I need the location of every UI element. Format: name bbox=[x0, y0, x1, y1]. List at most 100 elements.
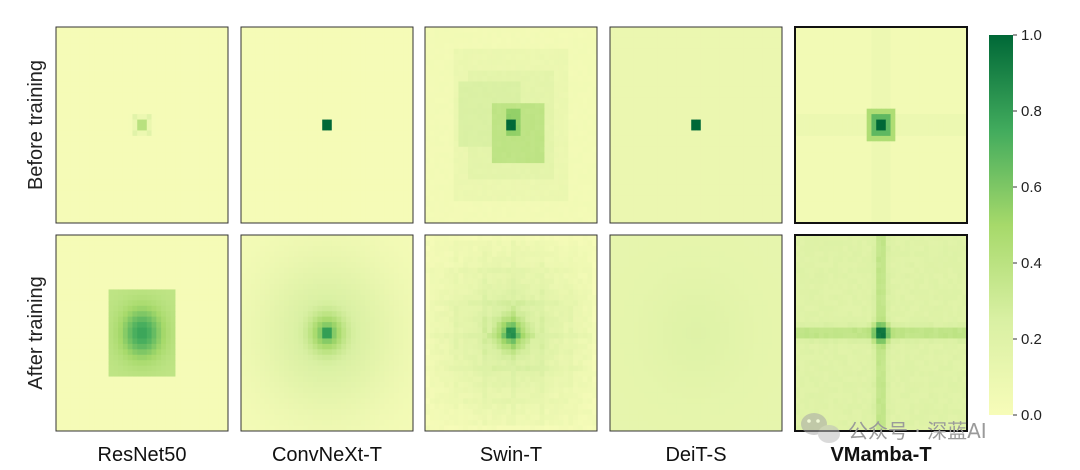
heatmap-cell bbox=[525, 32, 531, 39]
heatmap-cell bbox=[213, 37, 219, 44]
heatmap-cell bbox=[403, 179, 409, 186]
heatmap-cell bbox=[458, 130, 464, 137]
heatmap-cell bbox=[633, 146, 640, 153]
heatmap-cell bbox=[327, 206, 333, 213]
heatmap-cell bbox=[327, 179, 333, 186]
heatmap-cell bbox=[715, 70, 721, 77]
heatmap-cell bbox=[619, 157, 625, 164]
heatmap-cell bbox=[350, 152, 357, 159]
heatmap-cell bbox=[288, 37, 294, 44]
heatmap-cell bbox=[89, 195, 95, 202]
heatmap-cell bbox=[223, 201, 229, 208]
heatmap-cell bbox=[577, 163, 584, 169]
heatmap-cell bbox=[511, 179, 517, 186]
heatmap-cell bbox=[558, 217, 564, 224]
heatmap-cell bbox=[70, 114, 76, 120]
heatmap-cell bbox=[434, 48, 440, 55]
heatmap-cell bbox=[676, 184, 683, 191]
heatmap-cell bbox=[719, 119, 726, 126]
heatmap-cell bbox=[279, 119, 285, 126]
heatmap-cell bbox=[218, 27, 224, 33]
heatmap-cell bbox=[180, 97, 186, 104]
heatmap-cell bbox=[142, 37, 148, 44]
heatmap-cell bbox=[260, 130, 266, 137]
heatmap-cell bbox=[279, 97, 285, 104]
heatmap-cell bbox=[506, 81, 512, 88]
heatmap-cell bbox=[629, 190, 635, 197]
heatmap-cell bbox=[151, 212, 157, 218]
heatmap-cell bbox=[398, 135, 404, 142]
heatmap-cell bbox=[99, 32, 105, 39]
heatmap-cell bbox=[563, 65, 569, 71]
heatmap-cell bbox=[56, 65, 62, 71]
heatmap-cell bbox=[638, 76, 644, 82]
heatmap-cell bbox=[463, 103, 469, 110]
heatmap-cell bbox=[255, 130, 261, 137]
heatmap-cell bbox=[360, 201, 366, 208]
heatmap-cell bbox=[408, 114, 414, 120]
heatmap-cell bbox=[491, 119, 498, 126]
heatmap-cell bbox=[667, 130, 673, 137]
heatmap-cell bbox=[614, 190, 620, 197]
heatmap-cell bbox=[70, 65, 76, 71]
heatmap-cell bbox=[350, 59, 357, 66]
heatmap-cell bbox=[279, 190, 285, 197]
heatmap-cell bbox=[350, 212, 357, 218]
heatmap-cell bbox=[710, 108, 716, 115]
heatmap-cell bbox=[429, 81, 435, 88]
heatmap-cell bbox=[137, 184, 143, 191]
heatmap-cell bbox=[346, 65, 352, 71]
heatmap-cell bbox=[520, 119, 526, 126]
heatmap-cell bbox=[199, 32, 205, 39]
heatmap-cell bbox=[657, 92, 663, 99]
heatmap-cell bbox=[379, 135, 385, 142]
heatmap-cell bbox=[534, 81, 541, 88]
heatmap-cell bbox=[643, 43, 649, 50]
heatmap-cell bbox=[165, 174, 172, 180]
heatmap-cell bbox=[662, 152, 668, 159]
heatmap-cell bbox=[317, 195, 323, 202]
heatmap-cell bbox=[619, 119, 625, 126]
heatmap-cell bbox=[264, 119, 271, 126]
heatmap-cell bbox=[743, 125, 749, 131]
heatmap-cell bbox=[762, 119, 769, 126]
heatmap-cell bbox=[303, 86, 309, 93]
heatmap-cell bbox=[213, 174, 219, 180]
heatmap-cell bbox=[365, 174, 371, 180]
heatmap-cell bbox=[365, 65, 371, 71]
heatmap-cell bbox=[151, 174, 157, 180]
heatmap-cell bbox=[350, 114, 357, 120]
heatmap-cell bbox=[379, 141, 385, 148]
heatmap-cell bbox=[75, 76, 81, 82]
heatmap-cell bbox=[582, 190, 588, 197]
heatmap-cell bbox=[303, 54, 309, 61]
heatmap-cell bbox=[482, 114, 488, 120]
heatmap-cell bbox=[165, 43, 172, 50]
heatmap-cell bbox=[189, 92, 195, 99]
heatmap-cell bbox=[370, 32, 376, 39]
heatmap-cell bbox=[341, 81, 347, 88]
heatmap-cell bbox=[653, 119, 659, 126]
heatmap-cell bbox=[681, 114, 687, 120]
heatmap-cell bbox=[710, 184, 716, 191]
heatmap-cell bbox=[691, 130, 697, 137]
heatmap-cell bbox=[122, 130, 129, 137]
heatmap-cell bbox=[322, 212, 328, 218]
heatmap-cell bbox=[255, 157, 261, 164]
heatmap-cell bbox=[75, 125, 81, 131]
heatmap-cell bbox=[199, 168, 205, 175]
heatmap-cell bbox=[379, 27, 385, 33]
heatmap-cell bbox=[539, 157, 545, 164]
heatmap-cell bbox=[350, 32, 357, 39]
heatmap-cell bbox=[629, 32, 635, 39]
heatmap-cell bbox=[539, 141, 545, 148]
heatmap-cell bbox=[307, 130, 314, 137]
heatmap-cell bbox=[312, 97, 318, 104]
heatmap-cell bbox=[657, 152, 663, 159]
heatmap-cell bbox=[199, 37, 205, 44]
heatmap-cell bbox=[453, 86, 459, 93]
heatmap-cell bbox=[511, 32, 517, 39]
heatmap-cell bbox=[629, 108, 635, 115]
heatmap-cell bbox=[501, 168, 507, 175]
heatmap-cell bbox=[577, 76, 584, 82]
